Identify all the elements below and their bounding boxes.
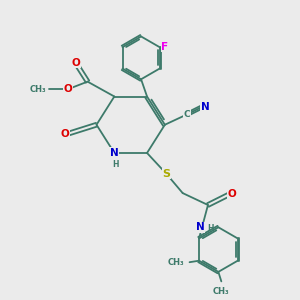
Text: O: O xyxy=(228,189,237,199)
Text: C: C xyxy=(184,110,190,119)
Text: N: N xyxy=(201,102,209,112)
Text: O: O xyxy=(64,84,73,94)
Text: CH₃: CH₃ xyxy=(168,258,184,267)
Text: O: O xyxy=(61,129,70,139)
Text: H: H xyxy=(112,160,119,169)
Text: F: F xyxy=(161,42,169,52)
Text: CH₃: CH₃ xyxy=(213,287,230,296)
Text: S: S xyxy=(162,169,170,179)
Text: N: N xyxy=(196,222,205,232)
Text: N: N xyxy=(110,148,119,158)
Text: O: O xyxy=(71,58,80,68)
Text: H: H xyxy=(207,224,214,233)
Text: CH₃: CH₃ xyxy=(30,85,46,94)
